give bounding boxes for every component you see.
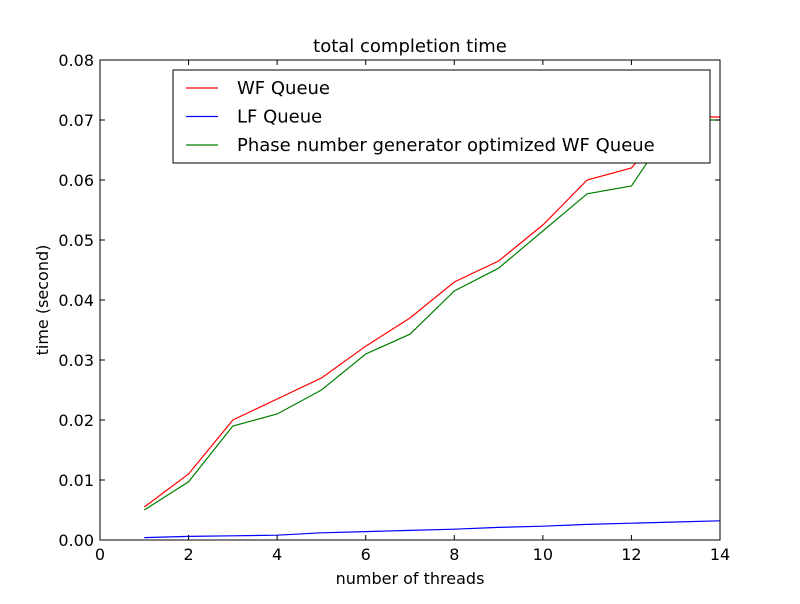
y-tick-label: 0.04: [58, 291, 94, 310]
legend-label-2: LF Queue: [237, 107, 322, 128]
y-tick-label: 0.07: [58, 111, 94, 130]
series-line-2: [144, 520, 720, 539]
y-tick-label: 0.02: [58, 411, 94, 430]
legend-box: [172, 69, 711, 164]
chart-title: total completion time: [313, 36, 507, 57]
series-line-3: [143, 119, 720, 511]
legend-label-3: Phase number generator optimized WF Queu…: [237, 135, 655, 156]
x-tick-label: 6: [361, 545, 371, 564]
y-tick-label: 0.01: [58, 471, 94, 490]
x-tick-label: 2: [183, 545, 193, 564]
x-tick-label: 14: [710, 545, 730, 564]
x-tick-label: 4: [272, 545, 282, 564]
y-tick-label: 0.08: [58, 51, 94, 70]
ticks-layer: 0 2 4 6 8 10 12 14 0.00 0.01 0.02 0.03 0.04 0.05 0.06 0…: [58, 51, 730, 564]
x-tick-label: 12: [621, 545, 641, 564]
y-tick-label: 0.05: [58, 231, 94, 250]
series-layer: [143, 116, 720, 539]
legend-label-1: WF Queue: [237, 78, 330, 99]
x-tick-label: 8: [449, 545, 459, 564]
plot-frame: [99, 59, 721, 541]
y-tick-label: 0.00: [58, 531, 94, 550]
x-tick-label: 10: [533, 545, 553, 564]
y-tick-label: 0.06: [58, 171, 94, 190]
y-tick-label: 0.03: [58, 351, 94, 370]
x-axis-label: number of threads: [336, 569, 485, 588]
legend: WF Queue LF Queue Phase number generator o…: [172, 69, 711, 164]
y-axis-label: time (second): [33, 245, 52, 356]
x-tick-label: 0: [95, 545, 105, 564]
series-line-1: [143, 116, 720, 508]
